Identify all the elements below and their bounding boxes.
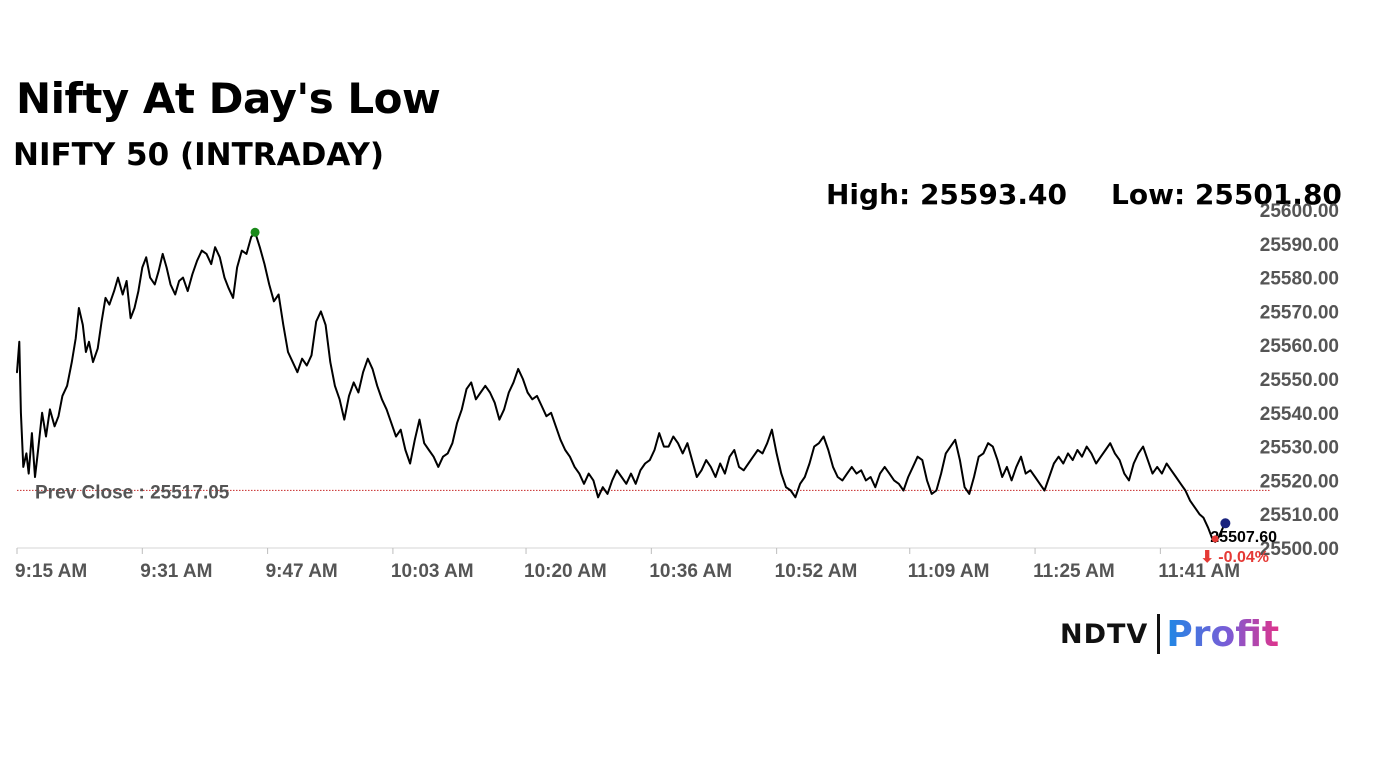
- x-tick-label: 9:15 AM: [15, 561, 87, 582]
- day-high-marker: [250, 227, 260, 237]
- day-low-marker: [1211, 535, 1219, 543]
- y-tick-label: 25510.00: [1260, 505, 1339, 526]
- x-tick-label: 10:36 AM: [649, 561, 732, 582]
- x-tick-label: 9:31 AM: [140, 561, 212, 582]
- x-tick-label: 10:03 AM: [391, 561, 474, 582]
- x-tick-label: 9:47 AM: [266, 561, 338, 582]
- y-tick-label: 25530.00: [1260, 438, 1339, 459]
- y-tick-label: 25540.00: [1260, 404, 1339, 425]
- y-tick-label: 25550.00: [1260, 370, 1339, 391]
- x-tick-label: 11:25 AM: [1033, 561, 1115, 582]
- y-tick-label: 25520.00: [1260, 471, 1339, 492]
- chart-title: Nifty At Day's Low: [16, 74, 441, 123]
- x-tick-label: 10:20 AM: [524, 561, 607, 582]
- chart-subtitle: NIFTY 50 (INTRADAY): [13, 137, 385, 173]
- logo-profit-wordmark: Profit: [1166, 613, 1280, 655]
- ndtv-profit-logo: NDTV Profit: [1060, 612, 1279, 656]
- logo-ndtv-wordmark: NDTV: [1060, 618, 1149, 650]
- y-tick-label: 25570.00: [1260, 302, 1339, 323]
- change-percent-label: ⬇ -0.04%: [1200, 549, 1269, 566]
- y-tick-label: 25590.00: [1260, 235, 1339, 256]
- x-tick-label: 11:09 AM: [908, 561, 990, 582]
- y-tick-label: 25600.00: [1260, 201, 1339, 222]
- y-tick-label: 25500.00: [1260, 539, 1339, 560]
- x-tick-label: 10:52 AM: [775, 561, 858, 582]
- day-high-label: High: 25593.40: [826, 178, 1067, 211]
- price-line: [16, 231, 1227, 543]
- x-tick-label: 11:41 AM: [1158, 561, 1240, 582]
- last-price-label: 25507.60: [1210, 529, 1277, 546]
- prev-close-label: Prev Close : 25517.05: [35, 482, 230, 503]
- plot-area: 9:15 AM 9:31 AM 9:47 AM 10:03 AM 10:20 AM 10:…: [15, 201, 1339, 582]
- y-tick-label: 25560.00: [1260, 336, 1339, 357]
- logo-divider: [1157, 614, 1161, 654]
- day-low-label: Low: 25501.80: [1111, 178, 1342, 211]
- y-tick-label: 25580.00: [1260, 269, 1339, 290]
- last-price-marker: [1220, 518, 1231, 529]
